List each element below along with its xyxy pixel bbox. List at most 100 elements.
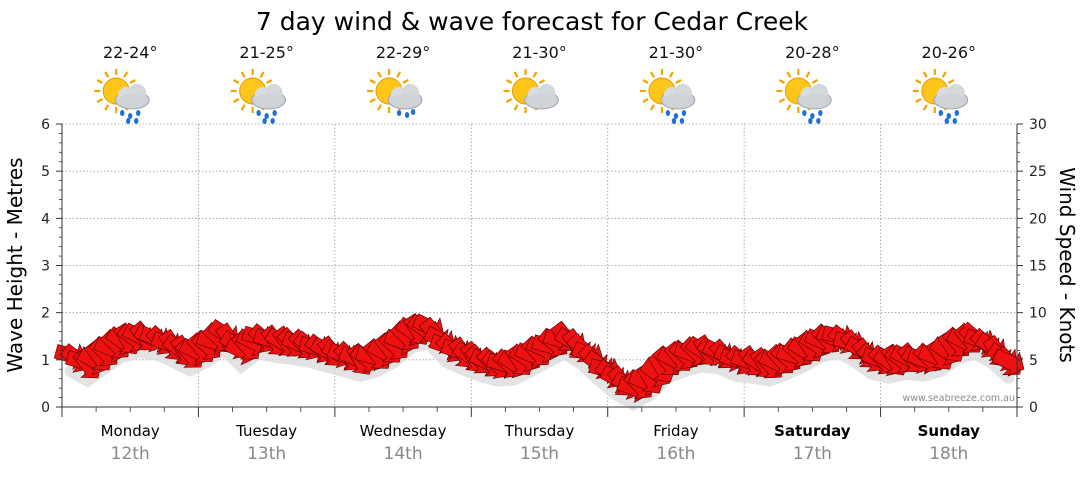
sun-ray <box>915 79 922 84</box>
sun-ray <box>123 71 129 78</box>
cloud-body <box>935 94 966 108</box>
rain-drop <box>671 118 677 124</box>
day-temperature-range: 22-24° <box>103 43 158 62</box>
day-name-label: Saturday <box>774 422 851 440</box>
sun-ray <box>786 71 792 78</box>
day-temperature-range: 20-26° <box>922 43 977 62</box>
sun-ray <box>96 79 103 84</box>
rain-drop <box>665 110 671 116</box>
sun-ray <box>369 79 376 84</box>
rain-drop <box>396 110 402 116</box>
sun-ray <box>104 104 110 111</box>
day-name-label: Tuesday <box>235 422 297 440</box>
y-right-axis-label: Wind Speed - Knots <box>1055 167 1079 363</box>
rain-drop <box>938 110 943 116</box>
day-temperature-range: 21-30° <box>512 43 567 62</box>
rain-drop <box>810 113 815 119</box>
y-left-tick-label: 5 <box>41 164 50 180</box>
rain-drop <box>136 110 141 116</box>
sun-ray <box>668 71 674 78</box>
rain-drop <box>946 113 951 119</box>
day-date-label: 16th <box>656 444 695 464</box>
sun-ray <box>805 71 811 78</box>
sun-ray <box>233 98 240 103</box>
cloud-body <box>253 94 284 108</box>
rain-drop <box>802 110 807 116</box>
sun-ray <box>129 79 136 84</box>
rain-drop <box>264 113 269 119</box>
sun-ray <box>811 79 818 84</box>
y-right-tick-label: 30 <box>1029 117 1047 133</box>
day-name-label: Wednesday <box>360 422 447 440</box>
sun-ray <box>513 104 519 111</box>
sun-ray <box>396 71 402 78</box>
sun-ray <box>402 79 409 84</box>
cloud-body <box>799 94 830 108</box>
sun-ray <box>675 79 682 84</box>
y-right-tick-label: 25 <box>1029 164 1047 180</box>
sun-ray <box>922 104 928 111</box>
day-date-label: 15th <box>520 444 559 464</box>
day-temperature-range: 20-28° <box>785 43 840 62</box>
day-temperature-range: 22-29° <box>376 43 431 62</box>
cloud-body <box>390 94 421 108</box>
sun-cloud-rain-icon <box>776 69 832 124</box>
sun-ray <box>649 71 655 78</box>
sun-ray <box>513 71 519 78</box>
sun-ray <box>538 79 546 84</box>
rain-drop <box>673 113 679 119</box>
sun-ray <box>505 79 513 84</box>
day-date-label: 17th <box>793 444 832 464</box>
sun-ray <box>377 104 383 111</box>
rain-drop <box>808 118 813 124</box>
sun-ray <box>240 71 246 78</box>
sun-cloud-rain-icon <box>94 69 150 124</box>
cloud-body <box>662 94 693 108</box>
sun-ray <box>265 79 273 84</box>
rain-drop <box>944 118 949 124</box>
day-name-label: Sunday <box>918 422 981 440</box>
sun-ray <box>778 98 786 103</box>
sun-ray <box>96 98 103 103</box>
y-right-tick-label: 20 <box>1029 211 1047 227</box>
sun-cloud-rain-icon <box>912 69 969 124</box>
rain-drop <box>128 113 133 119</box>
y-right-tick-label: 15 <box>1029 259 1047 275</box>
day-temperature-range: 21-30° <box>649 43 704 62</box>
sun-ray <box>505 98 513 103</box>
y-left-tick-label: 2 <box>41 306 50 322</box>
y-left-tick-label: 1 <box>41 353 50 369</box>
day-date-label: 18th <box>929 444 968 464</box>
sun-ray <box>240 104 246 111</box>
y-left-tick-label: 0 <box>41 400 50 416</box>
y-left-axis-label: Wave Height - Metres <box>3 157 27 372</box>
sun-ray <box>778 79 786 84</box>
sun-ray <box>532 71 538 78</box>
rain-drop <box>818 110 823 116</box>
rain-drop <box>410 109 416 115</box>
rain-drop <box>126 118 131 124</box>
y-left-tick-label: 3 <box>41 259 50 275</box>
sun-ray <box>941 71 947 78</box>
sun-ray <box>786 104 792 111</box>
y-right-tick-label: 10 <box>1029 306 1047 322</box>
y-left-tick-label: 4 <box>41 211 50 227</box>
sun-ray <box>642 79 649 84</box>
day-name-label: Friday <box>653 422 699 440</box>
sun-ray <box>377 71 383 78</box>
chart-title: 7 day wind & wave forecast for Cedar Cre… <box>256 7 809 36</box>
rain-drop <box>816 118 821 124</box>
rain-drop <box>120 110 125 116</box>
watermark: www.seabreeze.com.au <box>903 393 1016 404</box>
sun-ray <box>642 98 649 103</box>
rain-drop <box>679 118 685 124</box>
day-date-label: 13th <box>247 444 286 464</box>
rain-drop <box>256 110 261 116</box>
cloud-body <box>117 94 148 108</box>
sun-ray <box>948 79 955 84</box>
sun-ray <box>233 79 240 84</box>
sun-ray <box>259 71 265 78</box>
rain-drop <box>952 118 957 124</box>
day-name-label: Thursday <box>504 422 575 440</box>
